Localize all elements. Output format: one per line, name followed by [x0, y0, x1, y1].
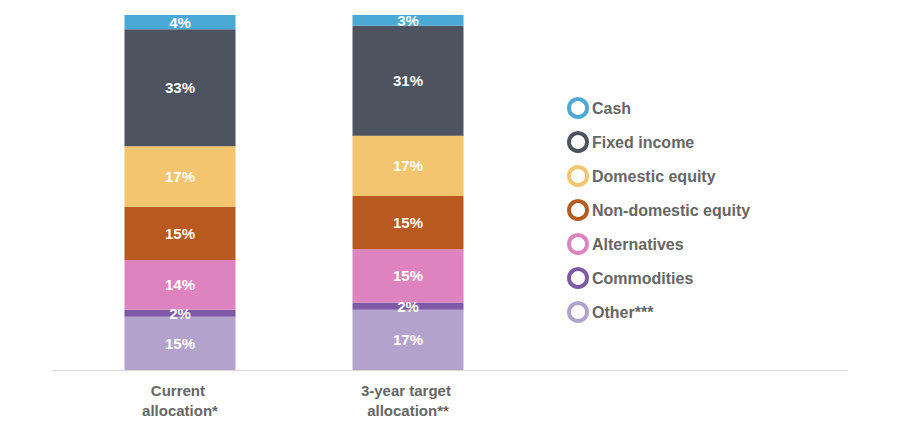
svg-text:2%: 2% [397, 298, 419, 315]
svg-text:15%: 15% [165, 335, 195, 352]
svg-text:14%: 14% [165, 276, 195, 293]
svg-text:15%: 15% [165, 225, 195, 242]
svg-text:Domestic equity: Domestic equity [592, 168, 716, 185]
svg-text:2%: 2% [169, 305, 191, 322]
svg-text:31%: 31% [393, 72, 423, 89]
svg-text:15%: 15% [393, 267, 423, 284]
svg-text:Non-domestic equity: Non-domestic equity [592, 202, 750, 219]
svg-text:Current: Current [151, 382, 209, 399]
svg-text:Commodities: Commodities [592, 270, 693, 287]
svg-text:17%: 17% [393, 331, 423, 348]
svg-text:Alternatives: Alternatives [592, 236, 684, 253]
svg-text:3%: 3% [397, 12, 419, 29]
svg-text:Cash: Cash [592, 100, 631, 117]
svg-text:15%: 15% [393, 214, 423, 231]
svg-text:4%: 4% [169, 14, 191, 31]
svg-text:17%: 17% [393, 157, 423, 174]
svg-text:allocation*: allocation* [142, 402, 218, 419]
svg-text:Other***: Other*** [592, 304, 654, 321]
svg-text:allocation**: allocation** [367, 402, 449, 419]
svg-text:17%: 17% [165, 168, 195, 185]
svg-text:33%: 33% [165, 79, 195, 96]
svg-text:Fixed income: Fixed income [592, 134, 694, 151]
svg-text:3-year target: 3-year target [361, 382, 455, 399]
